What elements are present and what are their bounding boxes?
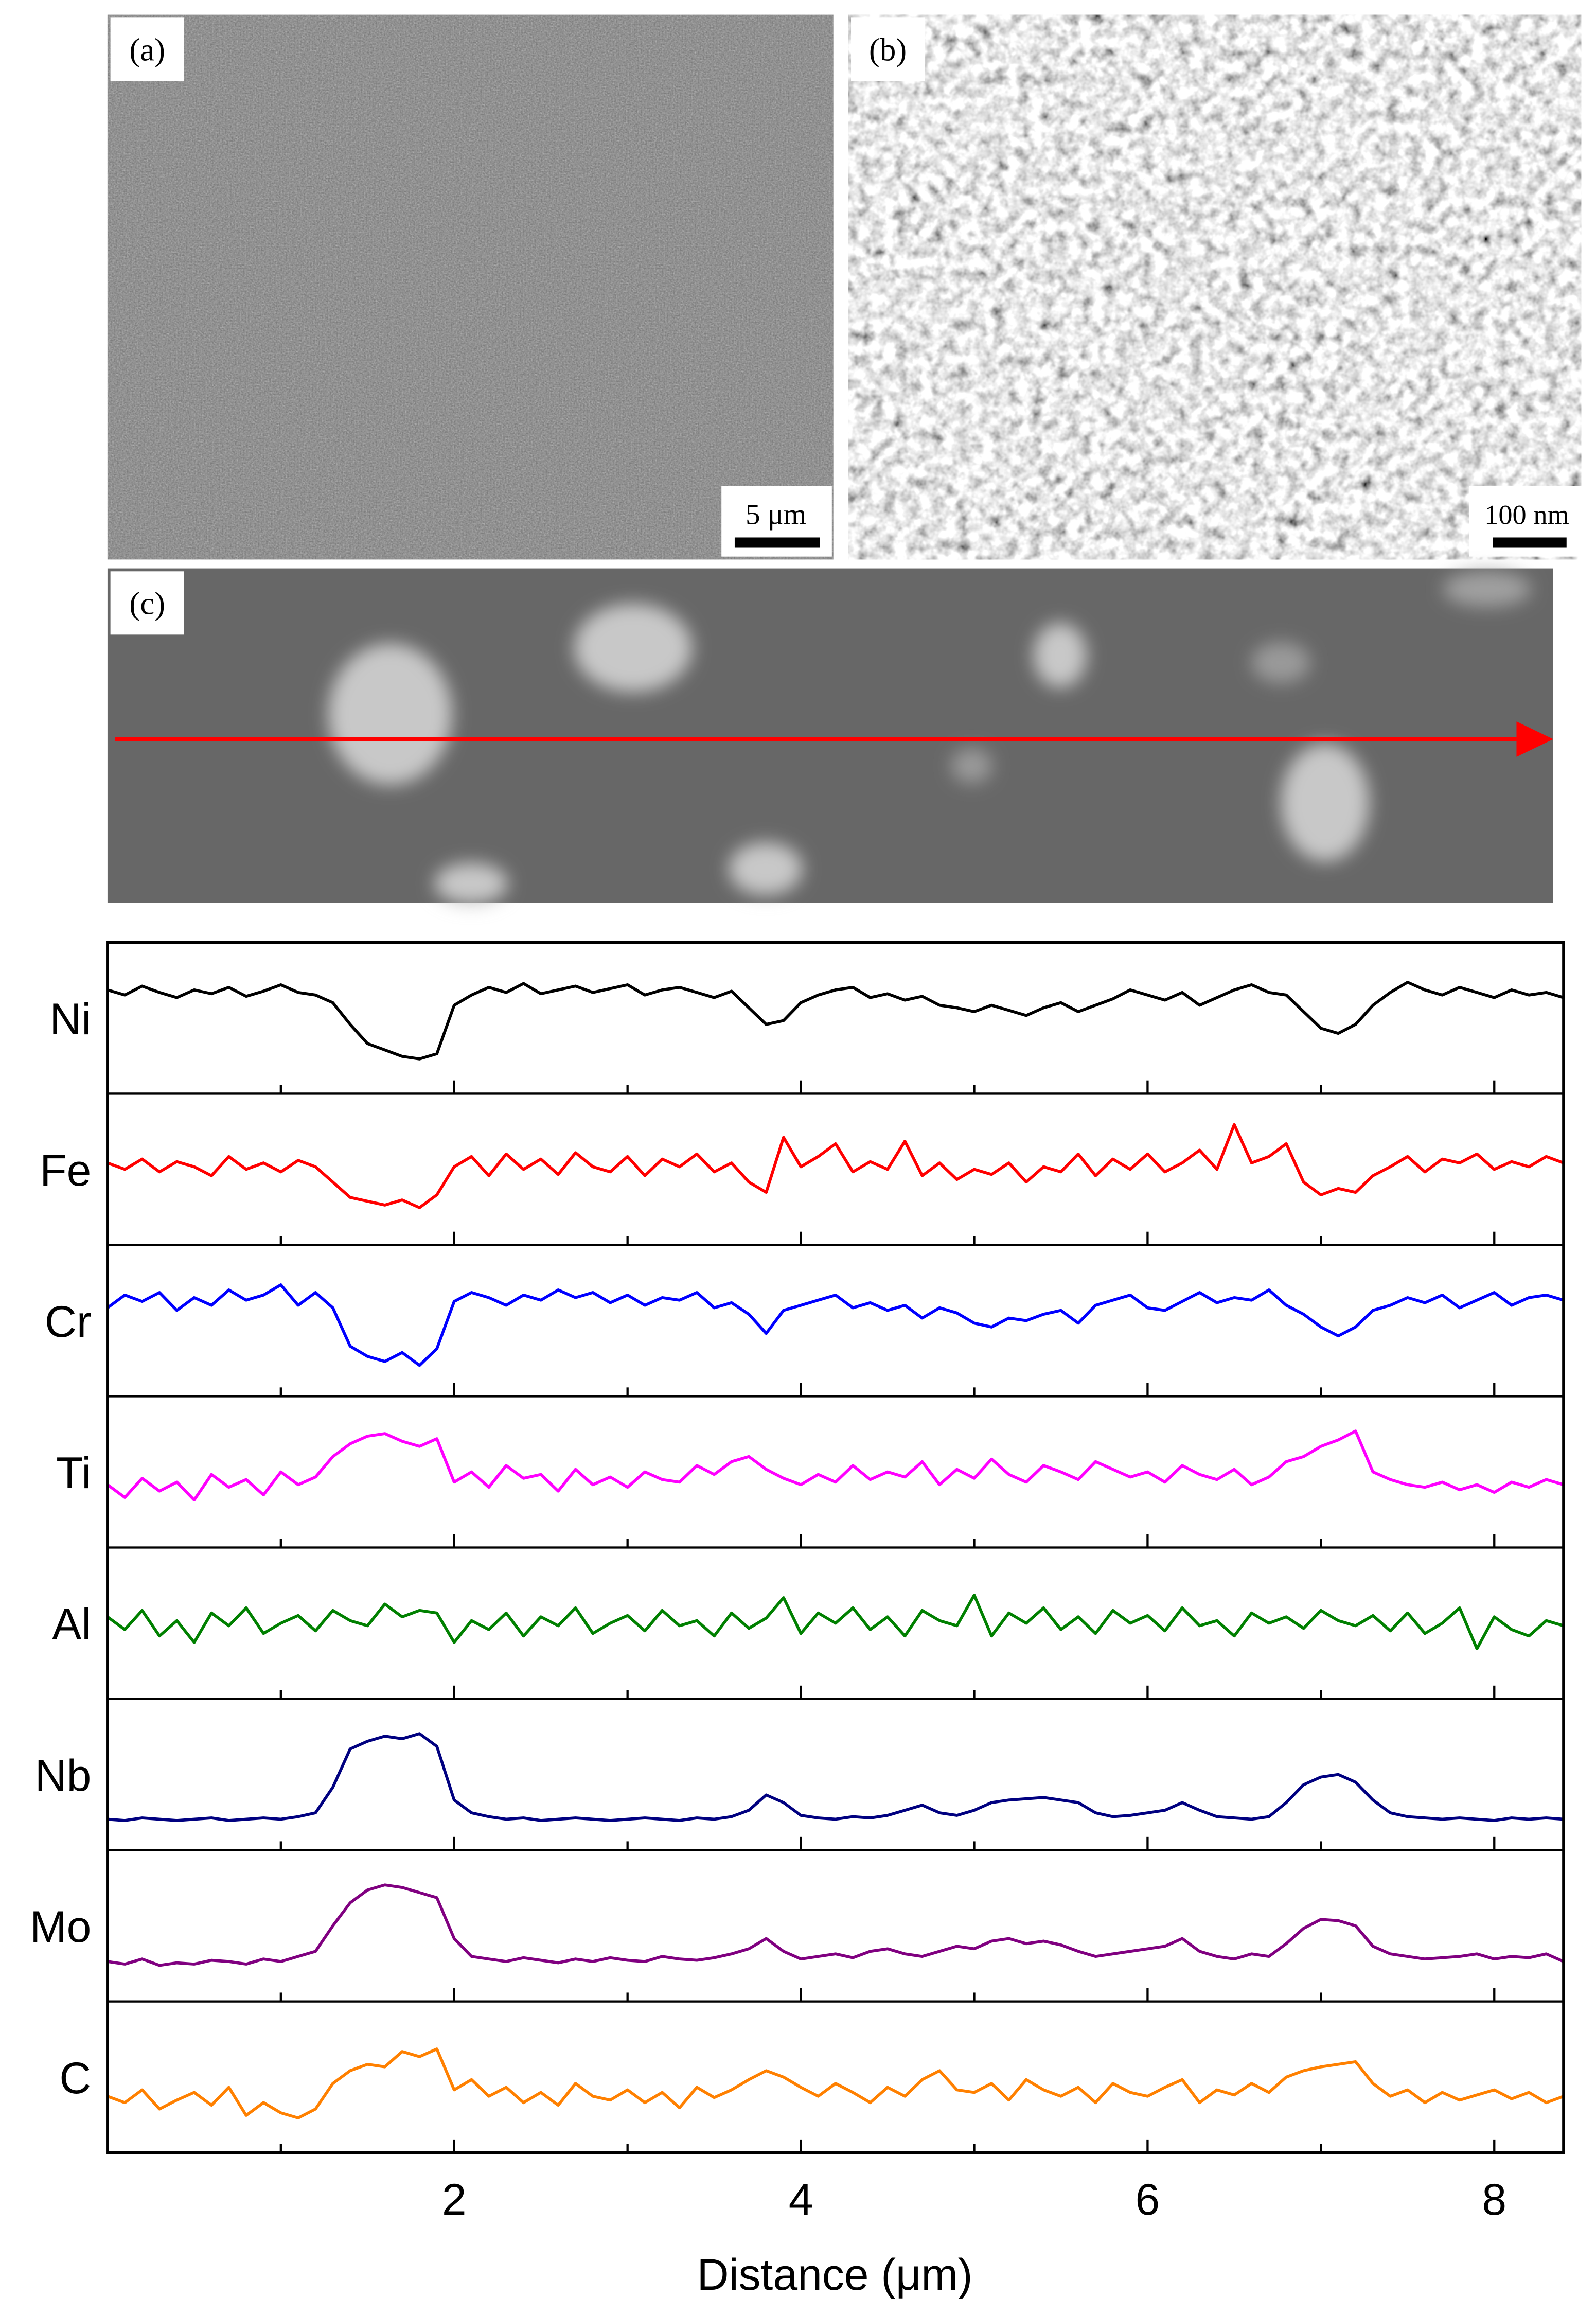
plot-frame <box>106 941 1565 2154</box>
series-label: Mo <box>30 1902 91 1952</box>
x-axis-title: Distance (μm) <box>697 2250 973 2300</box>
x-tick-label: 4 <box>789 2175 813 2224</box>
line-series <box>107 981 1564 1061</box>
scale-bar <box>734 537 820 548</box>
line-series <box>107 1123 1565 1209</box>
series-label: C <box>59 2054 91 2103</box>
series-label: Ti <box>56 1448 91 1498</box>
line-scan-chart: Ni Fe Cr Ti Al Nb Mo C 2 4 6 8 <box>30 941 1565 2224</box>
series-label: Nb <box>35 1751 92 1800</box>
x-tick-label: 8 <box>1482 2175 1506 2224</box>
panel-label: (a) <box>129 31 165 67</box>
panel-label: (b) <box>869 31 907 67</box>
sem-image-c: (c) <box>107 568 1553 905</box>
scale-bar-label: 100 nm <box>1484 500 1569 531</box>
sem-image-b: (b) 100 nm <box>848 14 1583 560</box>
series-label: Al <box>52 1600 91 1649</box>
scan-arrow-head <box>1516 721 1553 757</box>
scale-bar-label: 5 μm <box>746 499 806 531</box>
line-series <box>107 1594 1564 1651</box>
series-label: Ni <box>49 995 91 1044</box>
series-label: Fe <box>40 1146 91 1195</box>
panel-label: (c) <box>129 585 165 621</box>
line-series <box>107 2047 1565 2119</box>
line-series <box>107 1429 1564 1501</box>
line-series <box>107 1732 1564 1822</box>
line-series <box>107 1883 1565 1967</box>
scale-bar <box>1493 537 1567 548</box>
line-series <box>107 1283 1564 1367</box>
x-tick-label: 6 <box>1136 2175 1160 2224</box>
sem-image-a: (a) 5 μm <box>107 14 834 560</box>
x-tick-label: 2 <box>442 2175 467 2224</box>
series-label: Cr <box>45 1297 92 1347</box>
